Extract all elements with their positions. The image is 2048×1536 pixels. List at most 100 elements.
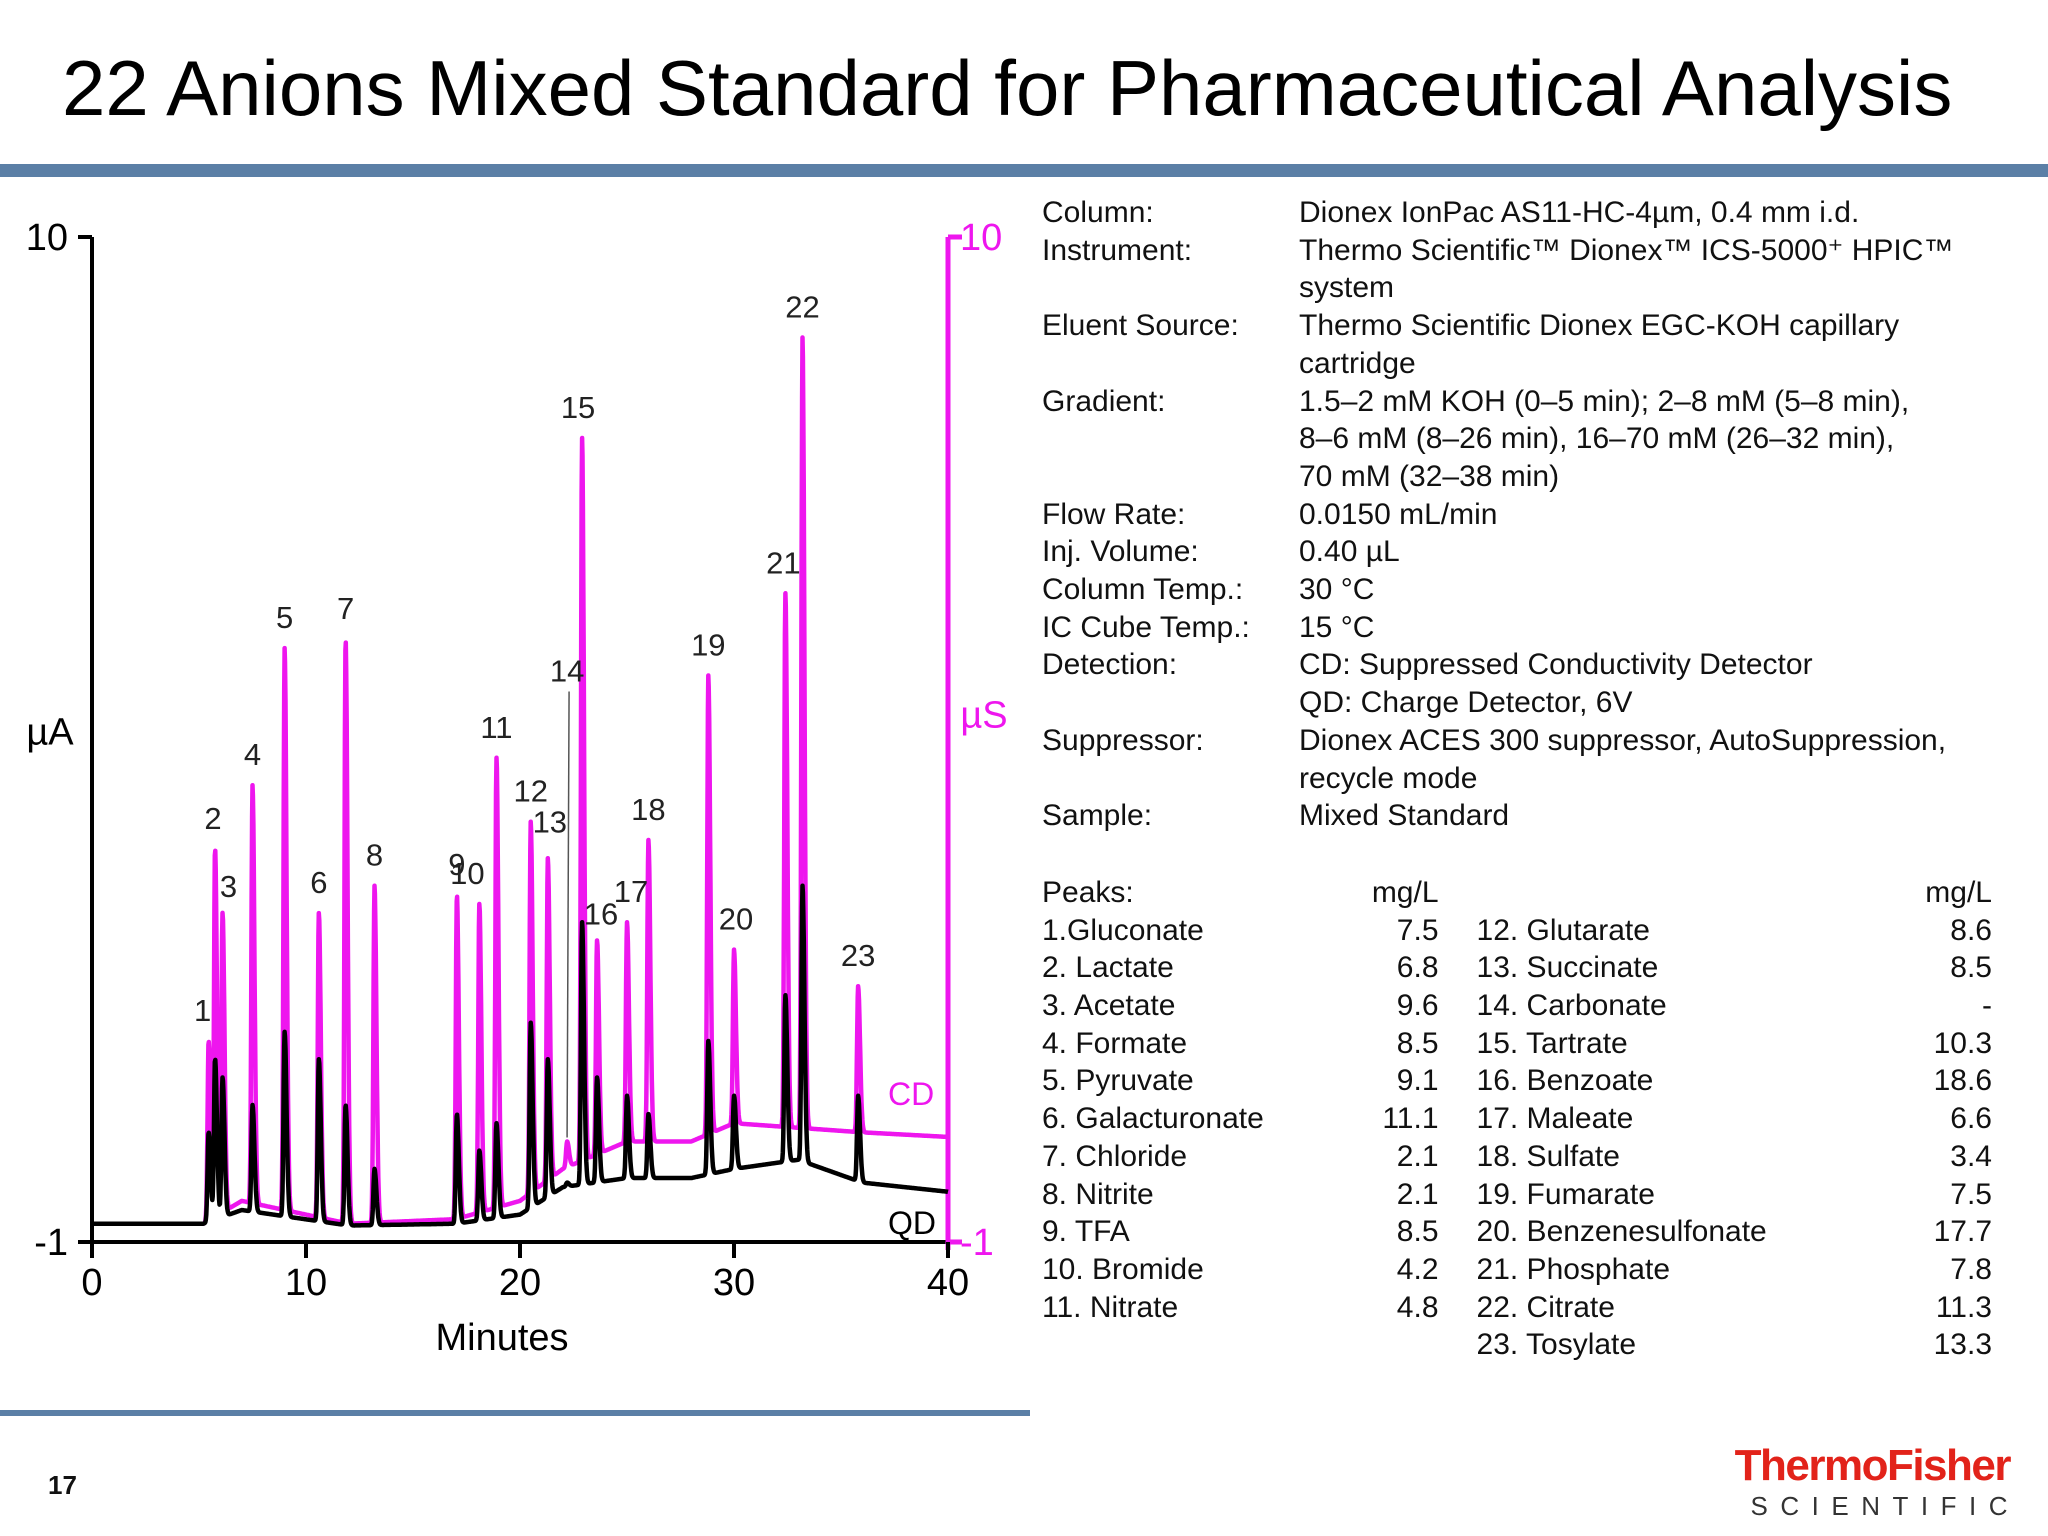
peaks-column: Peaks: mg/L 1.Gluconate 7.5 2. Lactate 6.8 3. … <box>1042 874 1439 1364</box>
condition-row: Eluent Source: Thermo Scientific Dionex E… <box>1042 307 2002 382</box>
condition-value: Dionex ACES 300 suppressor, AutoSuppress… <box>1299 722 2002 797</box>
peak-name: 8. Nitrite <box>1042 1177 1154 1211</box>
peak-concentration: 4.2 <box>1396 1252 1439 1286</box>
condition-value: CD: Suppressed Conductivity Detector QD: … <box>1299 646 2002 721</box>
peak-concentration: 18.6 <box>1933 1064 1992 1098</box>
peaks-header-label: Peaks: <box>1042 876 1134 909</box>
peak-row: 20. Benzenesulfonate 17.7 <box>1477 1213 1992 1251</box>
peak-label: 12 <box>513 774 547 809</box>
condition-label: IC Cube Temp.: <box>1042 610 1250 644</box>
condition-label: Instrument: <box>1042 233 1193 267</box>
condition-value: Thermo Scientific Dionex EGC-KOH capilla… <box>1299 307 2002 382</box>
condition-value: Dionex IonPac AS11-HC-4µm, 0.4 mm i.d. <box>1299 194 2002 232</box>
right-y-tick-label: -1 <box>960 1222 994 1264</box>
peaks-table: Peaks: mg/L 1.Gluconate 7.5 2. Lactate 6.8 3. … <box>1042 874 1992 1364</box>
condition-value: 1.5–2 mM KOH (0–5 min); 2–8 mM (5–8 min)… <box>1299 383 2002 496</box>
peak-row: 4. Formate 8.5 <box>1042 1025 1439 1063</box>
peak-label: 15 <box>561 390 595 425</box>
condition-value-line: Thermo Scientific Dionex EGC-KOH capilla… <box>1299 309 1900 343</box>
condition-row: Column Temp.: 30 °C <box>1042 571 2002 609</box>
condition-label: Column: <box>1042 196 1154 229</box>
condition-value-line: cartridge <box>1299 346 1416 380</box>
peak-label: 1 <box>194 993 211 1028</box>
condition-value-line: recycle mode <box>1299 761 1478 795</box>
peak-row: 23. Tosylate 13.3 <box>1477 1326 1992 1364</box>
condition-label: Flow Rate: <box>1042 497 1186 531</box>
condition-row: Flow Rate: 0.0150 mL/min <box>1042 496 2002 534</box>
right-y-axis-title: µS <box>960 695 1007 737</box>
condition-row: Instrument: Thermo Scientific™ Dionex™ IC… <box>1042 232 2002 307</box>
condition-row: Gradient: 1.5–2 mM KOH (0–5 min); 2–8 mM … <box>1042 383 2002 496</box>
peak-name: 2. Lactate <box>1042 951 1174 985</box>
peak-row: 17. Maleate 6.6 <box>1477 1100 1992 1138</box>
peak-concentration: 7.5 <box>1950 1177 1992 1211</box>
condition-row: Sample: Mixed Standard <box>1042 797 2002 835</box>
peak-name: 19. Fumarate <box>1476 1177 1655 1211</box>
peaks-header-unit: mg/L <box>1371 876 1439 909</box>
peak-label: 6 <box>310 865 327 900</box>
peak-label: 10 <box>450 856 484 891</box>
peak-name: 13. Succinate <box>1476 951 1659 985</box>
peak-concentration: 8.6 <box>1950 913 1992 947</box>
logo-subtitle: SCIENTIFIC <box>1750 1491 2020 1521</box>
condition-row: IC Cube Temp.: 15 °C <box>1042 609 2002 647</box>
chart-traces <box>90 335 950 1228</box>
peak-label: 2 <box>204 801 221 836</box>
peak-name: 23. Tosylate <box>1476 1328 1637 1362</box>
peak-label: 4 <box>244 737 261 772</box>
chart-axes: 0 10 20 30 40 10 -1 10 -1 Minutes µA µS CD QD <box>26 217 1008 1359</box>
peak-concentration: 9.6 <box>1396 989 1439 1023</box>
condition-value-line: Thermo Scientific™ Dionex™ ICS-5000⁺ HPI… <box>1299 233 1954 267</box>
peak-name: 12. Glutarate <box>1476 913 1650 947</box>
condition-label: Eluent Source: <box>1042 309 1239 343</box>
qd-series-label: QD <box>888 1205 936 1241</box>
peak-concentration: 9.1 <box>1396 1064 1439 1098</box>
peak-row: 19. Fumarate 7.5 <box>1477 1176 1992 1214</box>
peak-concentration: 2.1 <box>1396 1139 1439 1173</box>
peak-label: 14 <box>550 654 584 689</box>
peaks-header-row: Peaks: mg/L <box>1042 874 1439 912</box>
peak-label: 19 <box>691 628 725 663</box>
condition-value: Mixed Standard <box>1299 797 2002 835</box>
peak-label: 21 <box>766 545 800 580</box>
condition-value-line: 1.5–2 mM KOH (0–5 min); 2–8 mM (5–8 min)… <box>1299 384 1910 418</box>
peak-name: 9. TFA <box>1042 1215 1130 1249</box>
condition-row: Detection: CD: Suppressed Conductivity De… <box>1042 646 2002 721</box>
peak-label: 8 <box>366 838 383 873</box>
peak-concentration: 10.3 <box>1933 1026 1992 1060</box>
peak-concentration: 6.8 <box>1396 951 1439 985</box>
peaks-column: mg/L 12. Glutarate 8.6 13. Succinate 8.5 14. … <box>1477 874 1992 1364</box>
condition-label: Column Temp.: <box>1042 573 1244 607</box>
peak-concentration: 17.7 <box>1933 1215 1992 1249</box>
peak-name: 16. Benzoate <box>1476 1064 1654 1098</box>
peak-concentration: 8.5 <box>1396 1026 1439 1060</box>
peak-label: 23 <box>841 938 875 973</box>
peaks-header-unit: mg/L <box>1925 876 1992 909</box>
right-y-tick-label: 10 <box>960 217 1002 259</box>
peak-row: 14. Carbonate - <box>1477 987 1992 1025</box>
peak-row: 13. Succinate 8.5 <box>1477 949 1992 987</box>
peak-name: 1.Gluconate <box>1042 913 1204 947</box>
condition-value-line: QD: Charge Detector, 6V <box>1299 686 1633 720</box>
peak-label: 7 <box>337 591 354 626</box>
peak-name: 5. Pyruvate <box>1042 1064 1194 1098</box>
peak-concentration: 8.5 <box>1396 1215 1439 1249</box>
peak-concentration: 4.8 <box>1396 1290 1439 1324</box>
slide-title: 22 Anions Mixed Standard for Pharmaceuti… <box>62 44 1953 132</box>
condition-value-line: 70 mM (32–38 min) <box>1299 459 1560 493</box>
peak-concentration: 7.8 <box>1950 1252 1992 1286</box>
peak-label: 17 <box>614 874 648 909</box>
peak-row: 3. Acetate 9.6 <box>1042 987 1439 1025</box>
left-y-tick-label: -1 <box>34 1222 68 1264</box>
peak-row: 16. Benzoate 18.6 <box>1477 1062 1992 1100</box>
peak-name: 11. Nitrate <box>1042 1290 1179 1324</box>
condition-value-line: CD: Suppressed Conductivity Detector <box>1299 648 1813 682</box>
peak-label: 13 <box>533 804 567 839</box>
peak-row: 8. Nitrite 2.1 <box>1042 1176 1439 1214</box>
peak-label: 18 <box>631 792 665 827</box>
peak-name: 3. Acetate <box>1042 989 1176 1023</box>
peak-name: 22. Citrate <box>1476 1290 1615 1324</box>
cd-trace <box>90 335 950 1226</box>
peak-name: 20. Benzenesulfonate <box>1476 1215 1767 1249</box>
